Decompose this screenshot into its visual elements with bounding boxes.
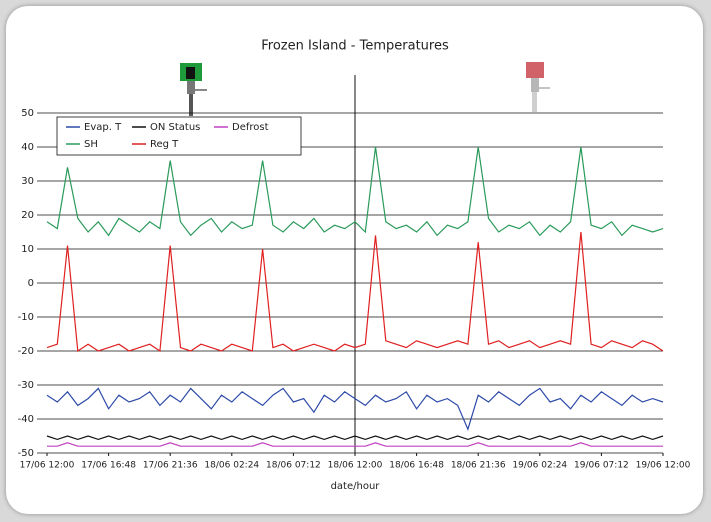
- legend-label: SH: [84, 139, 98, 150]
- legend: Evap. T ON Status Defrost SH Reg T: [56, 116, 302, 156]
- x-tick-label: 19/06 07:12: [574, 461, 629, 471]
- legend-label: Defrost: [232, 122, 269, 133]
- legend-label: ON Status: [150, 122, 200, 133]
- y-tick-label: -30: [18, 380, 34, 391]
- y-tick-label: 30: [21, 176, 34, 187]
- series-line: [46, 435, 664, 441]
- x-tick-label: 17/06 16:48: [81, 461, 136, 471]
- legend-label: Reg T: [150, 139, 179, 150]
- chart-title: Frozen Island - Temperatures: [261, 39, 449, 54]
- y-tick-label: 50: [21, 108, 34, 119]
- device-icon: [180, 63, 207, 116]
- y-tick-label: -10: [18, 312, 34, 323]
- y-tick-label: -20: [18, 346, 34, 357]
- y-tick-label: -50: [18, 448, 34, 459]
- series-line: [46, 387, 664, 431]
- device-icon: [526, 62, 550, 112]
- x-tick-label: 18/06 02:24: [204, 461, 259, 471]
- x-tick-label: 17/06 12:00: [20, 461, 75, 471]
- x-tick-label: 17/06 21:36: [143, 461, 198, 471]
- series-line: [47, 442, 663, 447]
- x-axis-label: date/hour: [331, 481, 381, 492]
- y-tick-label: 0: [28, 278, 34, 289]
- x-tick-label: 18/06 16:48: [389, 461, 444, 471]
- x-tick-label: 18/06 21:36: [451, 461, 506, 471]
- series-line: [46, 146, 664, 237]
- y-tick-label: 20: [21, 210, 34, 221]
- x-tick-label: 19/06 12:00: [636, 461, 691, 471]
- x-tick-label: 18/06 12:00: [328, 461, 383, 471]
- legend-label: Evap. T: [84, 122, 122, 133]
- y-tick-label: -40: [18, 414, 34, 425]
- x-tick-label: 19/06 02:24: [512, 461, 567, 471]
- series-line: [46, 231, 664, 353]
- legend-box: [56, 116, 302, 156]
- y-tick-label: 10: [21, 244, 34, 255]
- x-tick-label: 18/06 07:12: [266, 461, 321, 471]
- y-tick-label: 40: [21, 142, 34, 153]
